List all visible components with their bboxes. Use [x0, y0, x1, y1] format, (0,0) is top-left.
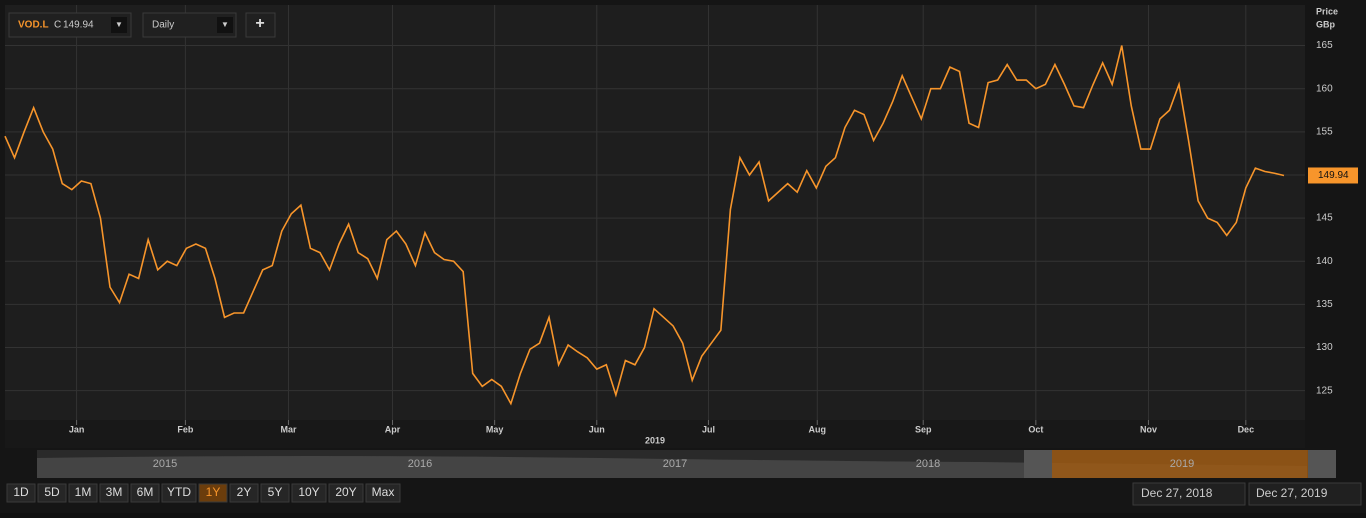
navigator-handle[interactable] — [1308, 450, 1336, 478]
range-button[interactable] — [99, 483, 129, 503]
dropdown-button[interactable] — [111, 17, 127, 33]
interval: Daily — [152, 20, 174, 31]
x-tick-label: Sep — [915, 424, 932, 434]
range-label: 5D — [44, 485, 60, 499]
range-button[interactable] — [6, 483, 36, 503]
symbol-box[interactable] — [8, 12, 132, 38]
x-tick-label: Mar — [280, 424, 297, 434]
navigator-year: 2019 — [1170, 458, 1194, 470]
x-tick-label: Aug — [809, 424, 827, 434]
x-tick-label: Jul — [702, 424, 715, 434]
x-tick-label: Dec — [1238, 424, 1255, 434]
navigator-shape — [37, 456, 1307, 478]
year-label: 2019 — [645, 435, 665, 445]
dropdown-arrow: ▼ — [115, 20, 123, 29]
symbol: VOD.L — [18, 20, 49, 31]
dropdown-button[interactable] — [217, 17, 233, 33]
navigator-year: 2018 — [916, 458, 940, 470]
x-axis-band — [5, 420, 1305, 448]
navigator-year: 2017 — [663, 458, 687, 470]
dropdown-arrow: ▼ — [221, 20, 229, 29]
range-label: 1D — [13, 485, 29, 499]
range-button[interactable] — [328, 483, 364, 503]
close-prefix: C — [54, 20, 61, 31]
y-tick-label: 165 — [1316, 40, 1333, 51]
range-label: 3M — [106, 485, 123, 499]
range-button[interactable] — [37, 483, 67, 503]
y-tick-label: 160 — [1316, 83, 1333, 94]
range-label: 20Y — [335, 485, 356, 499]
range-label: Max — [372, 485, 395, 499]
x-tick-label: Jan — [69, 424, 85, 434]
range-label: YTD — [167, 485, 191, 499]
x-tick-label: Apr — [385, 424, 401, 434]
range-label: 6M — [137, 485, 154, 499]
range-label: 1Y — [206, 485, 221, 499]
range-button[interactable] — [161, 483, 197, 503]
range-label: 2Y — [237, 485, 252, 499]
range-button[interactable] — [260, 483, 290, 503]
y-tick-label: 140 — [1316, 256, 1333, 267]
y-tick-label: 130 — [1316, 342, 1333, 353]
y-tick-label: 125 — [1316, 385, 1333, 396]
date-box[interactable] — [1132, 482, 1246, 506]
add-icon: + — [255, 15, 264, 32]
grid — [5, 5, 1305, 420]
range-label: 10Y — [298, 485, 319, 499]
add-button[interactable] — [245, 12, 276, 38]
range-buttons: 1D 5D 1M 3M 6M YTD 1Y 2Y 5Y 10Y 20Y Max — [6, 483, 401, 503]
range-label: 5Y — [268, 485, 283, 499]
range-button[interactable] — [68, 483, 98, 503]
range-button[interactable] — [198, 483, 228, 503]
price-line — [4, 45, 1285, 406]
x-tick-label: Jun — [589, 424, 605, 434]
start-date: Dec 27, 2018 — [1141, 486, 1213, 500]
x-tick-label: Oct — [1028, 424, 1043, 434]
range-button[interactable] — [365, 483, 401, 503]
last-price-tag — [1308, 167, 1358, 184]
plot-area — [5, 5, 1305, 420]
range-button[interactable] — [130, 483, 160, 503]
date-box[interactable] — [1248, 482, 1362, 506]
end-date: Dec 27, 2019 — [1256, 486, 1328, 500]
x-tick-label: Feb — [177, 424, 194, 434]
close-price: 149.94 — [63, 20, 94, 31]
lines — [4, 45, 1285, 406]
y-axis-label: Price — [1316, 6, 1338, 16]
y-axis-unit: GBp — [1316, 19, 1336, 29]
x-tick-label: Nov — [1140, 424, 1157, 434]
y-tick-label: 145 — [1316, 213, 1333, 224]
last-price-label: 149.94 — [1318, 170, 1349, 181]
navigator-year: 2016 — [408, 458, 432, 470]
navigator-years: 2015 2016 2017 2018 2019 — [153, 458, 1194, 470]
range-button[interactable] — [229, 483, 259, 503]
y-tick-label: 135 — [1316, 299, 1333, 310]
navigator-year: 2015 — [153, 458, 177, 470]
range-button[interactable] — [291, 483, 327, 503]
y-tick-label: 155 — [1316, 126, 1333, 137]
x-tick-label: May — [486, 424, 504, 434]
navigator-selection[interactable] — [1050, 450, 1308, 478]
navigator-handle[interactable] — [1024, 450, 1052, 478]
range-label: 1M — [75, 485, 92, 499]
